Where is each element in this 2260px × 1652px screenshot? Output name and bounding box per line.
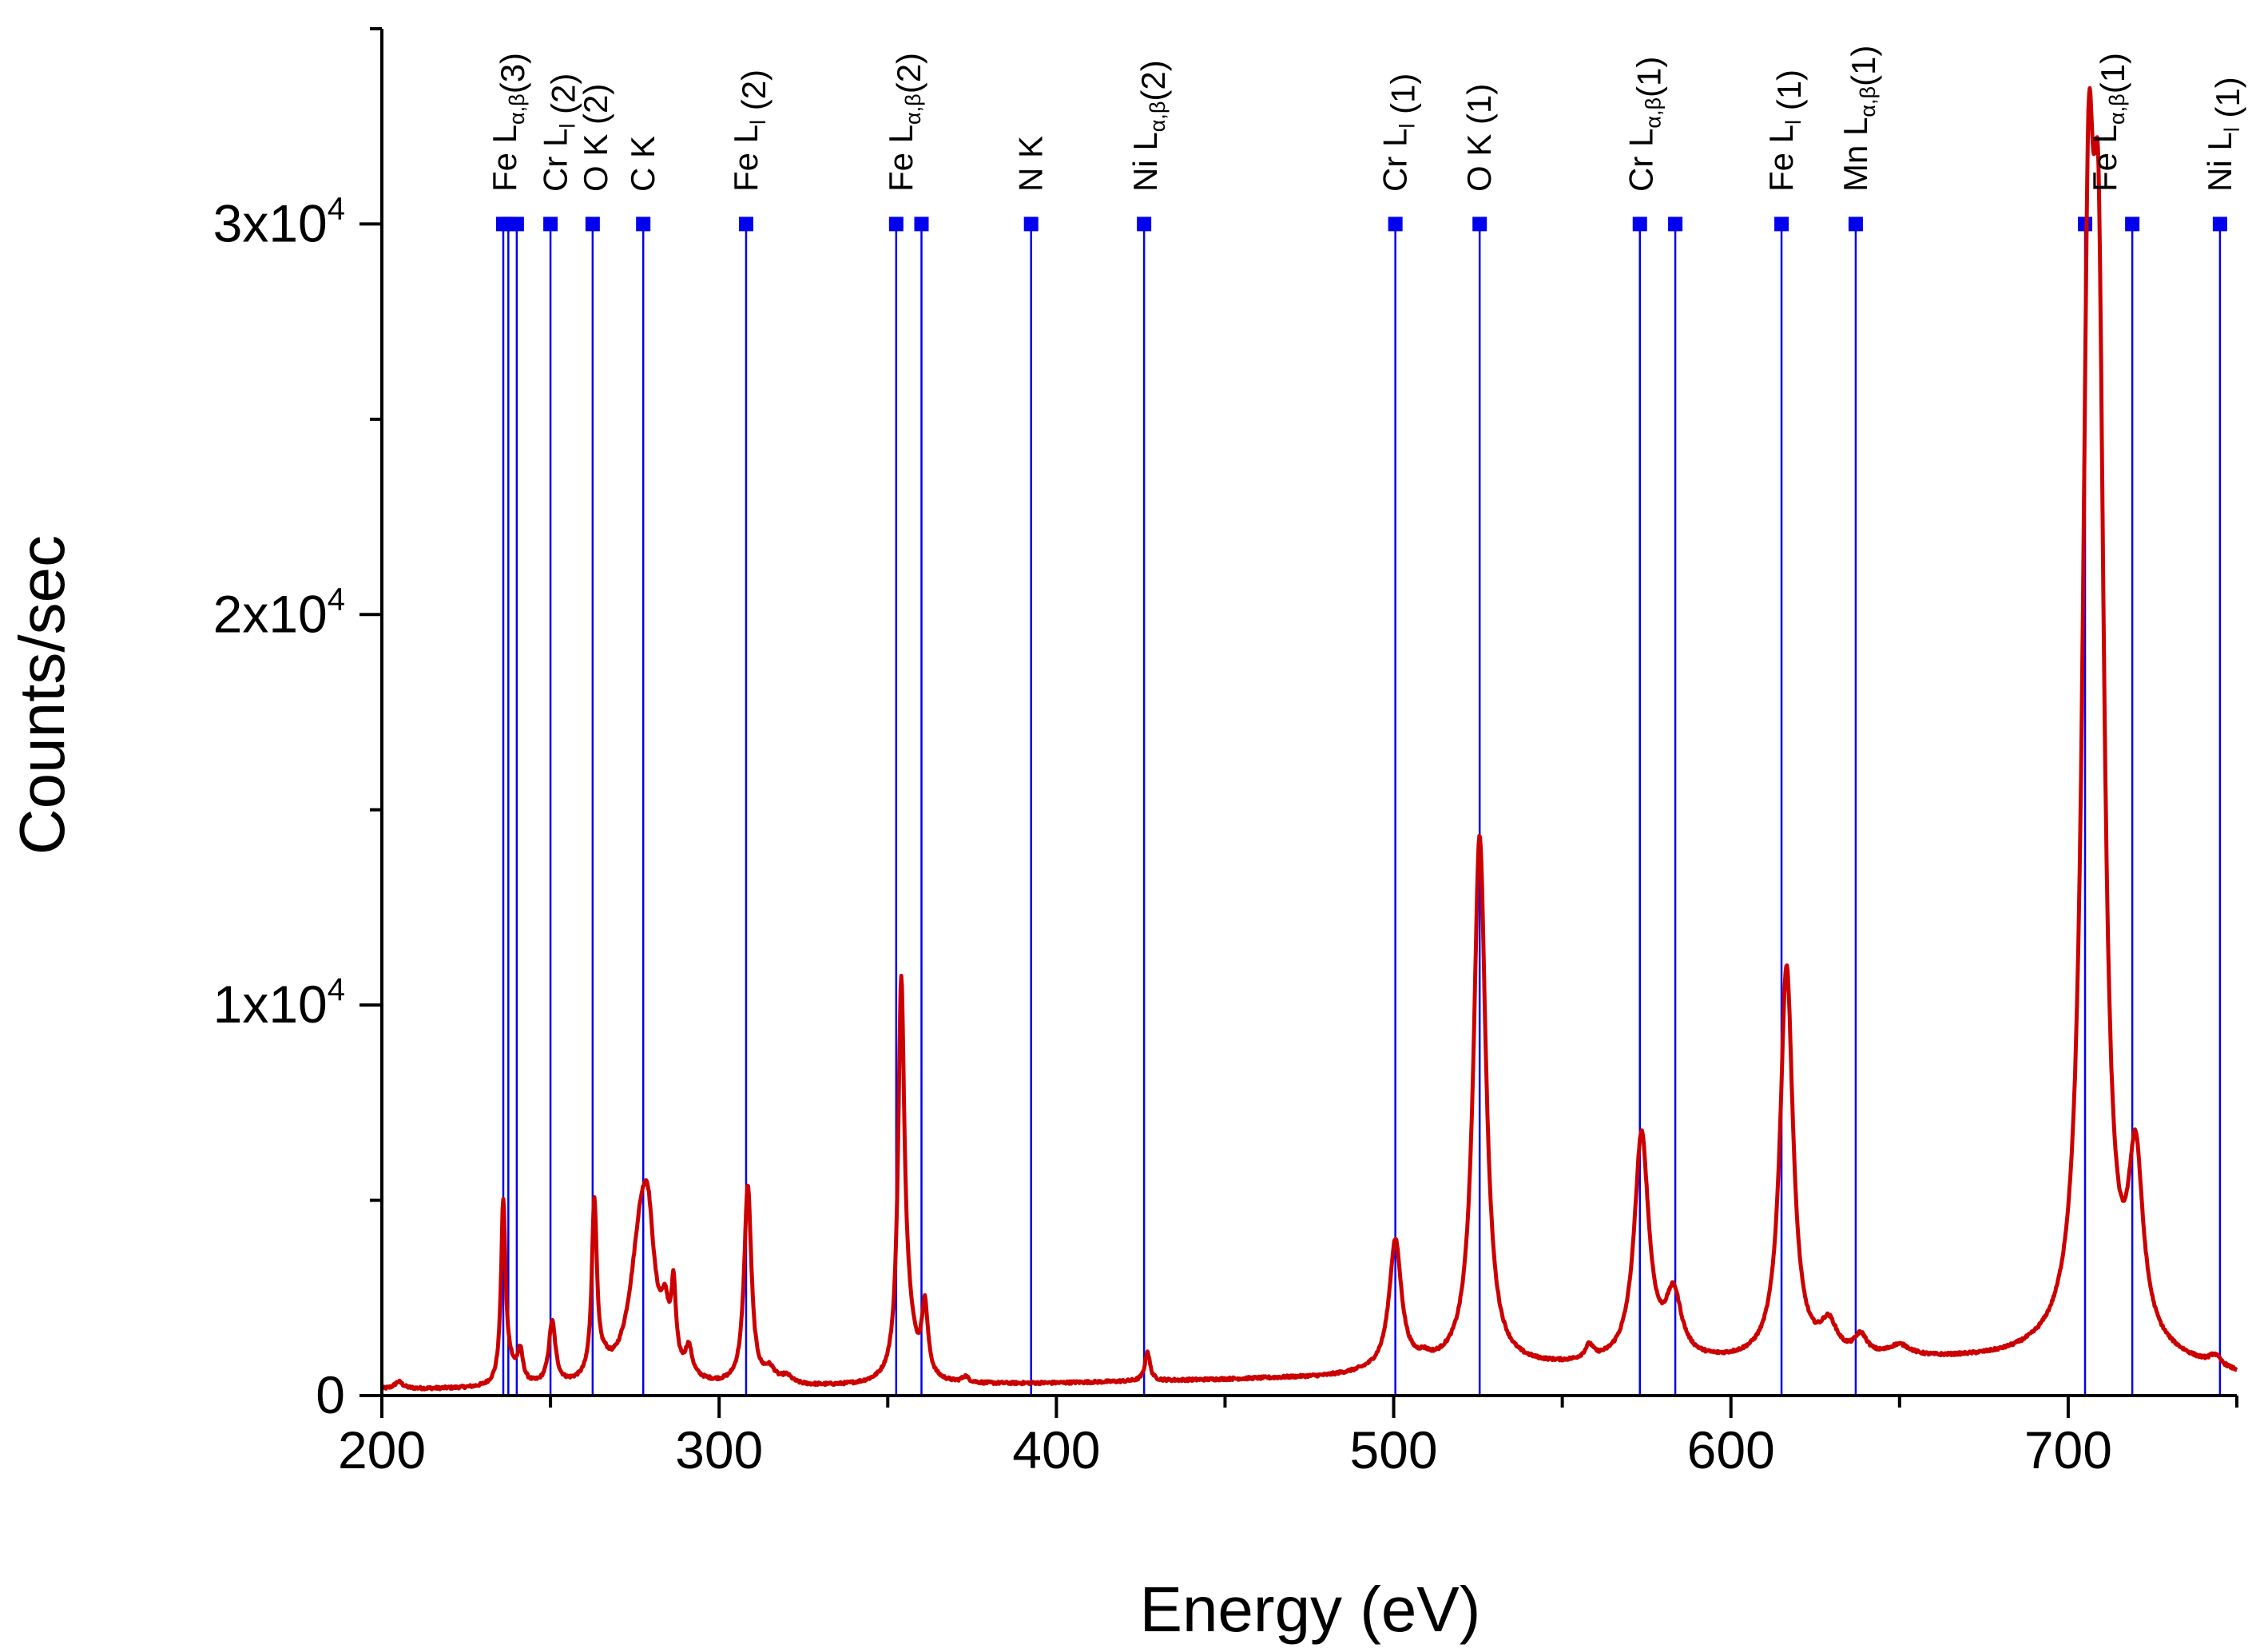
peak-annotation: Cr Ll (1) xyxy=(1376,73,1422,192)
peak-annotation: Ni Ll (1) xyxy=(2201,77,2246,192)
y-tick-label: 2x104 xyxy=(213,582,345,643)
reference-marker xyxy=(636,216,651,232)
y-tick-label: 1x104 xyxy=(213,972,345,1034)
reference-marker xyxy=(1848,216,1863,232)
reference-marker xyxy=(1388,216,1403,232)
reference-marker xyxy=(1472,216,1487,232)
peak-annotation: Ni Lα,β(2) xyxy=(1126,60,1172,192)
reference-lines xyxy=(502,224,2222,1396)
peak-annotation: Cr Lα,β(1) xyxy=(1623,57,1668,192)
reference-marker xyxy=(1668,216,1683,232)
spectrum-series xyxy=(379,85,2238,1392)
peak-annotation: Fe Lα,β(3) xyxy=(486,53,531,192)
reference-marker xyxy=(738,216,753,232)
reference-marker xyxy=(1632,216,1647,232)
peak-annotation: O K (2) xyxy=(577,84,614,192)
x-tick-label: 400 xyxy=(1012,1420,1100,1479)
reference-marker xyxy=(585,216,600,232)
x-tick-label: 600 xyxy=(1687,1420,1775,1479)
peak-annotation: Fe Lα,β(1) xyxy=(2086,53,2131,192)
reference-marker xyxy=(2125,216,2140,232)
peak-annotation: Fe Lα,β(2) xyxy=(882,53,927,192)
x-tick-label: 700 xyxy=(2024,1420,2112,1479)
axis-ticks: 200 300 400 500 600 700 0 1x104 2x104 3x104 xyxy=(213,27,2238,1479)
y-tick-label: 3x104 xyxy=(213,191,345,252)
reference-marker xyxy=(543,216,558,232)
x-tick-label: 500 xyxy=(1349,1420,1437,1479)
peak-annotation: Cr Ll (2) xyxy=(536,73,582,192)
peak-annotations: Fe Lα,β(3)Cr Ll (2)O K (2) C K Fe Ll (2) Fe… xyxy=(486,46,2246,192)
reference-marker xyxy=(1774,216,1789,232)
reference-marker xyxy=(1137,216,1152,232)
reference-markers xyxy=(495,216,2227,232)
peak-annotation: O K (1) xyxy=(1460,84,1498,192)
reference-marker xyxy=(888,216,904,232)
reference-marker xyxy=(914,216,929,232)
x-tick-label: 200 xyxy=(338,1420,426,1479)
y-tick-label: 0 xyxy=(316,1365,345,1424)
x-axis-title: Energy (eV) xyxy=(1140,1574,1481,1645)
reference-marker xyxy=(2212,216,2227,232)
peak-annotation: Fe Ll (1) xyxy=(1762,69,1808,192)
peak-annotation: C K xyxy=(624,136,661,192)
peak-annotation: Mn Lα,β(1) xyxy=(1837,46,1882,192)
spectrum-line xyxy=(379,85,2238,1392)
peak-annotation: N K xyxy=(1012,136,1050,192)
x-tick-label: 300 xyxy=(675,1420,763,1479)
peak-annotation: Fe Ll (2) xyxy=(727,69,773,192)
plot-axes xyxy=(380,29,2237,1397)
reference-marker xyxy=(509,216,524,232)
reference-marker xyxy=(1023,216,1039,232)
y-axis-title: Counts/sec xyxy=(6,535,77,855)
